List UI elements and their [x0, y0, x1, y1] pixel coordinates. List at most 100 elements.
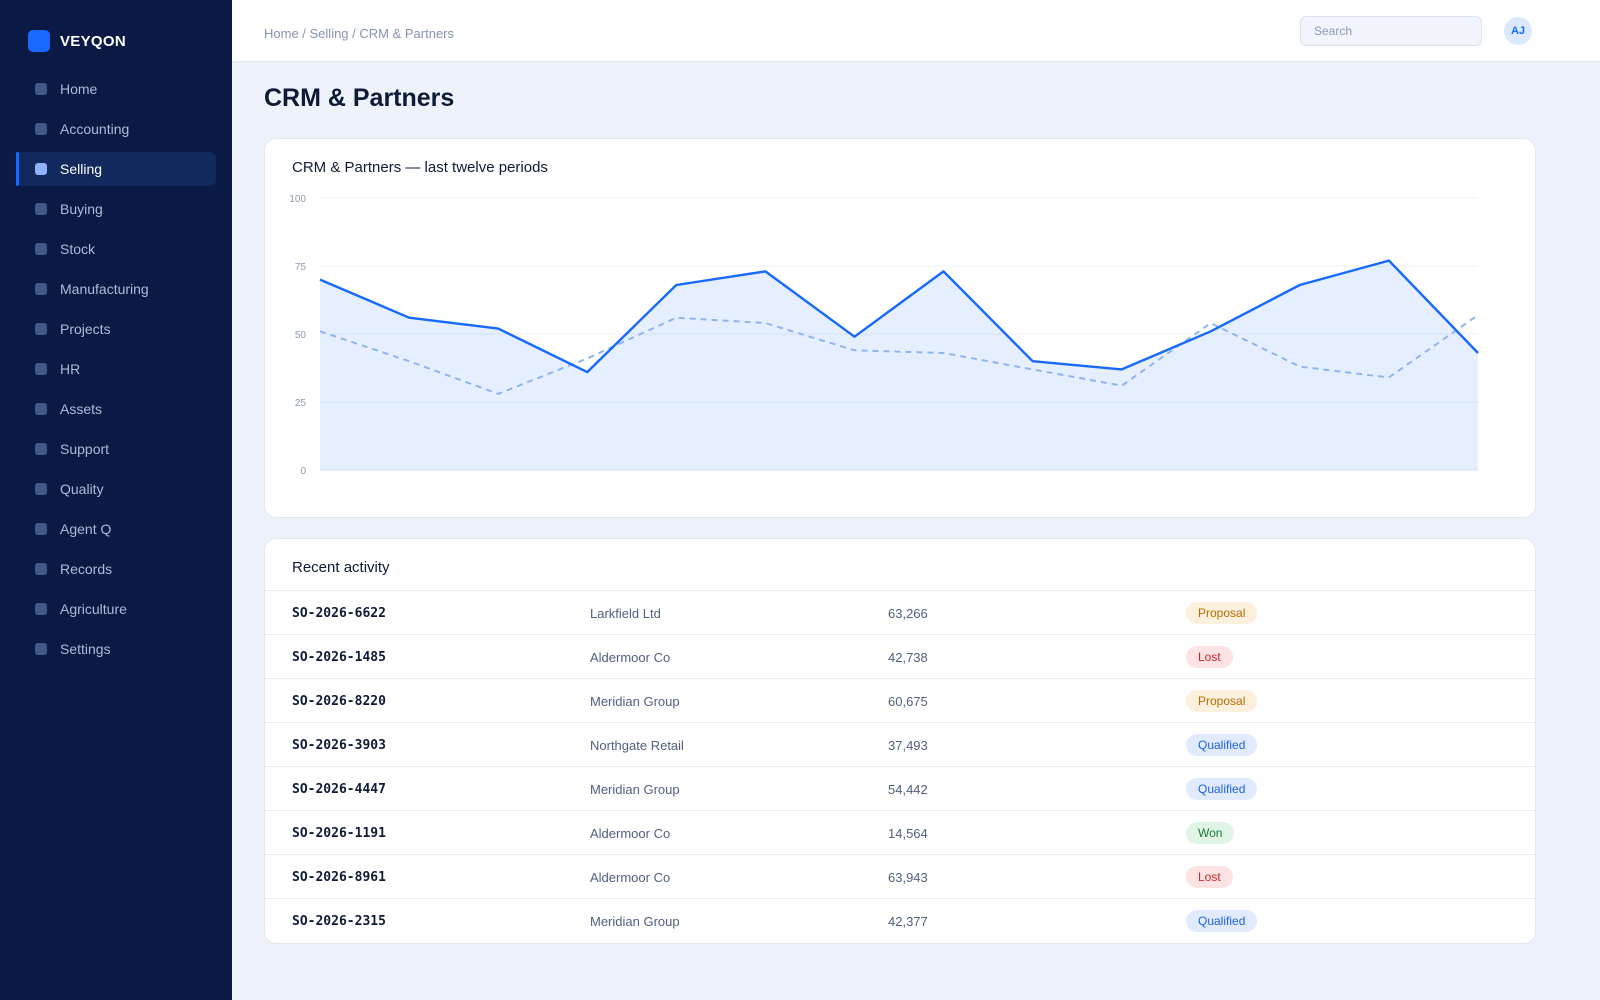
breadcrumb: Home / Selling / CRM & Partners — [264, 26, 455, 41]
sidebar-nav: Home Accounting Selling Buying Stock Manufact… — [16, 72, 216, 672]
brand-logo-icon — [28, 30, 50, 52]
home-icon — [35, 83, 47, 95]
party-name: Aldermoor Co — [590, 869, 671, 885]
sidebar-item-label: Buying — [60, 201, 103, 217]
sidebar-item-label: Support — [60, 441, 110, 457]
status-cell: Won — [1186, 811, 1235, 855]
status-badge: Proposal — [1186, 690, 1258, 712]
sidebar-item-buying[interactable]: Buying — [16, 192, 216, 226]
sidebar-item-label: Home — [60, 81, 98, 97]
records-icon — [35, 563, 47, 575]
status-badge: Qualified — [1186, 734, 1258, 756]
sidebar-item-quality[interactable]: Quality — [16, 472, 216, 506]
activity-table: SO-2026-6622 Larkfield Ltd 63,266 Proposal S… — [265, 590, 1535, 943]
sidebar-item-settings[interactable]: Settings — [16, 632, 216, 666]
order-id: SO-2026-6622 — [292, 605, 386, 621]
sidebar-item-label: Quality — [60, 481, 104, 497]
status-cell: Proposal — [1186, 591, 1258, 635]
amount: 14,564 — [888, 825, 928, 841]
sidebar-item-label: Selling — [60, 161, 103, 177]
amount: 63,266 — [888, 605, 928, 621]
table-row[interactable]: SO-2026-8961 Aldermoor Co 63,943 Lost — [265, 855, 1535, 899]
stock-icon — [35, 243, 47, 255]
status-cell: Qualified — [1186, 767, 1258, 811]
status-cell: Qualified — [1186, 723, 1258, 767]
sidebar-item-agent-q[interactable]: Agent Q — [16, 512, 216, 546]
status-badge: Lost — [1186, 866, 1233, 888]
series-1-area — [320, 260, 1478, 470]
status-badge: Lost — [1186, 646, 1233, 668]
sidebar-item-selling[interactable]: Selling — [16, 152, 216, 186]
status-cell: Proposal — [1186, 679, 1258, 723]
selling-icon — [35, 163, 47, 175]
sidebar-item-hr[interactable]: HR — [16, 352, 216, 386]
accounting-icon — [35, 123, 47, 135]
party-name: Northgate Retail — [590, 737, 684, 753]
sidebar-item-stock[interactable]: Stock — [16, 232, 216, 266]
party-name: Meridian Group — [590, 781, 680, 797]
sidebar-item-manufacturing[interactable]: Manufacturing — [16, 272, 216, 306]
brand[interactable]: VEYQON — [28, 30, 126, 52]
sidebar-item-support[interactable]: Support — [16, 432, 216, 466]
sidebar-item-home[interactable]: Home — [16, 72, 216, 106]
activity-title: Recent activity — [292, 559, 390, 576]
agent-q-icon — [35, 523, 47, 535]
sidebar-item-label: Settings — [60, 641, 111, 657]
sidebar-item-label: Projects — [60, 321, 111, 337]
sidebar-item-label: Agent Q — [60, 521, 112, 537]
agriculture-icon — [35, 603, 47, 615]
order-id: SO-2026-2315 — [292, 913, 386, 929]
order-id: SO-2026-8220 — [292, 693, 386, 709]
manufacturing-icon — [35, 283, 47, 295]
amount: 60,675 — [888, 693, 928, 709]
order-id: SO-2026-4447 — [292, 781, 386, 797]
sidebar-item-accounting[interactable]: Accounting — [16, 112, 216, 146]
sidebar-item-agriculture[interactable]: Agriculture — [16, 592, 216, 626]
table-row[interactable]: SO-2026-6622 Larkfield Ltd 63,266 Proposal — [265, 591, 1535, 635]
sidebar: VEYQON Home Accounting Selling Buying Stock M… — [0, 0, 232, 1000]
avatar[interactable]: AJ — [1504, 17, 1532, 45]
sidebar-item-assets[interactable]: Assets — [16, 392, 216, 426]
hr-icon — [35, 363, 47, 375]
status-cell: Lost — [1186, 635, 1233, 679]
series-1-line — [319, 259, 1479, 374]
status-cell: Qualified — [1186, 899, 1258, 943]
amount: 42,738 — [888, 649, 928, 665]
amount: 54,442 — [888, 781, 928, 797]
y-tick-label: 25 — [295, 398, 307, 409]
table-row[interactable]: SO-2026-3903 Northgate Retail 37,493 Qualif… — [265, 723, 1535, 767]
party-name: Larkfield Ltd — [590, 605, 661, 621]
table-row[interactable]: SO-2026-8220 Meridian Group 60,675 Proposal — [265, 679, 1535, 723]
table-row[interactable]: SO-2026-1485 Aldermoor Co 42,738 Lost — [265, 635, 1535, 679]
table-row[interactable]: SO-2026-2315 Meridian Group 42,377 Qualifie… — [265, 899, 1535, 943]
amount: 37,493 — [888, 737, 928, 753]
y-tick-label: 75 — [295, 262, 307, 273]
status-badge: Qualified — [1186, 778, 1258, 800]
party-name: Aldermoor Co — [590, 825, 671, 841]
chart-card: CRM & Partners — last twelve periods 0 25… — [264, 138, 1536, 518]
status-badge: Proposal — [1186, 602, 1258, 624]
y-tick-label: 100 — [289, 194, 306, 205]
table-row[interactable]: SO-2026-1191 Aldermoor Co 14,564 Won — [265, 811, 1535, 855]
party-name: Aldermoor Co — [590, 649, 671, 665]
sidebar-item-projects[interactable]: Projects — [16, 312, 216, 346]
order-id: SO-2026-3903 — [292, 737, 386, 753]
support-icon — [35, 443, 47, 455]
brand-name: VEYQON — [60, 32, 126, 50]
sidebar-item-label: Manufacturing — [60, 281, 149, 297]
y-tick-label: 50 — [295, 330, 307, 341]
settings-icon — [35, 643, 47, 655]
page-title: CRM & Partners — [264, 84, 455, 112]
top-bar: Home / Selling / CRM & Partners AJ — [232, 0, 1600, 62]
assets-icon — [35, 403, 47, 415]
chart-title: CRM & Partners — last twelve periods — [292, 159, 548, 176]
quality-icon — [35, 483, 47, 495]
y-tick-label: 0 — [300, 466, 306, 477]
search-input[interactable] — [1300, 16, 1482, 46]
status-badge: Qualified — [1186, 910, 1258, 932]
status-cell: Lost — [1186, 855, 1233, 899]
table-row[interactable]: SO-2026-4447 Meridian Group 54,442 Qualifie… — [265, 767, 1535, 811]
order-id: SO-2026-1191 — [292, 825, 386, 841]
series-2-line — [319, 314, 1479, 395]
sidebar-item-records[interactable]: Records — [16, 552, 216, 586]
